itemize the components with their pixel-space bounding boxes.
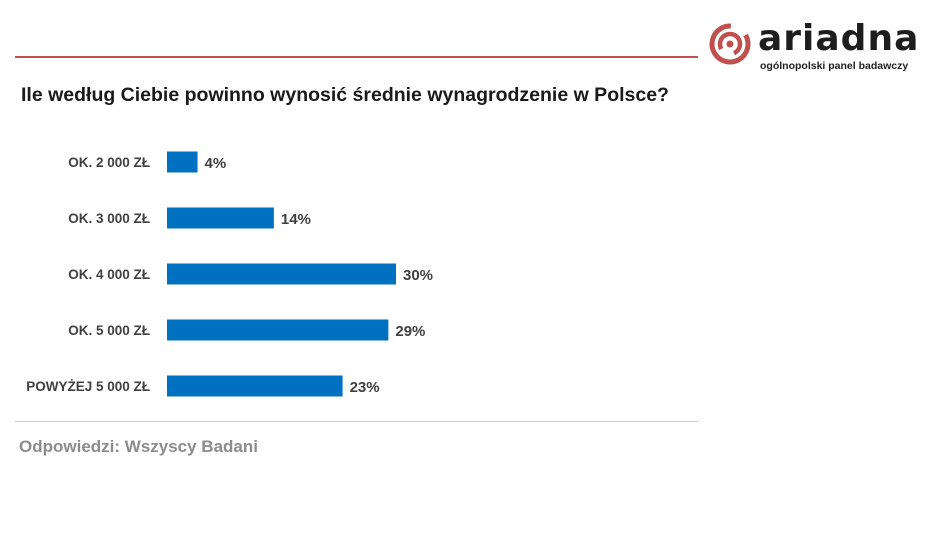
category-label: OK. 4 000 ZŁ: [68, 267, 150, 282]
category-label: OK. 5 000 ZŁ: [68, 323, 150, 338]
value-label: 14%: [281, 211, 311, 228]
footer-divider: [15, 421, 698, 422]
ariadna-logo-icon: [709, 23, 751, 65]
value-label: 23%: [350, 379, 380, 396]
header-divider: [15, 56, 698, 58]
footnote: Odpowiedzi: Wszyscy Badani: [19, 437, 258, 456]
bar: [167, 319, 389, 341]
chart-title: Ile według Ciebie powinno wynosić średni…: [21, 84, 669, 106]
bar-chart: OK. 2 000 ZŁ 4% OK. 3 000 ZŁ 14% OK. 4 000 Z…: [26, 151, 433, 397]
value-label: 4%: [205, 155, 227, 172]
bar: [167, 151, 198, 173]
bar: [167, 263, 396, 285]
category-label: OK. 3 000 ZŁ: [68, 211, 150, 226]
value-label: 29%: [395, 323, 425, 340]
logo-tagline: ogólnopolski panel badawczy: [760, 60, 909, 72]
logo-wordmark: ariadna: [758, 18, 920, 59]
ariadna-logo: ariadna ogólnopolski panel badawczy: [708, 18, 920, 80]
bar: [167, 207, 274, 229]
value-label: 30%: [403, 267, 433, 284]
category-label: POWYŻEJ 5 000 ZŁ: [26, 379, 150, 394]
bar: [167, 375, 343, 397]
category-label: OK. 2 000 ZŁ: [68, 155, 150, 170]
